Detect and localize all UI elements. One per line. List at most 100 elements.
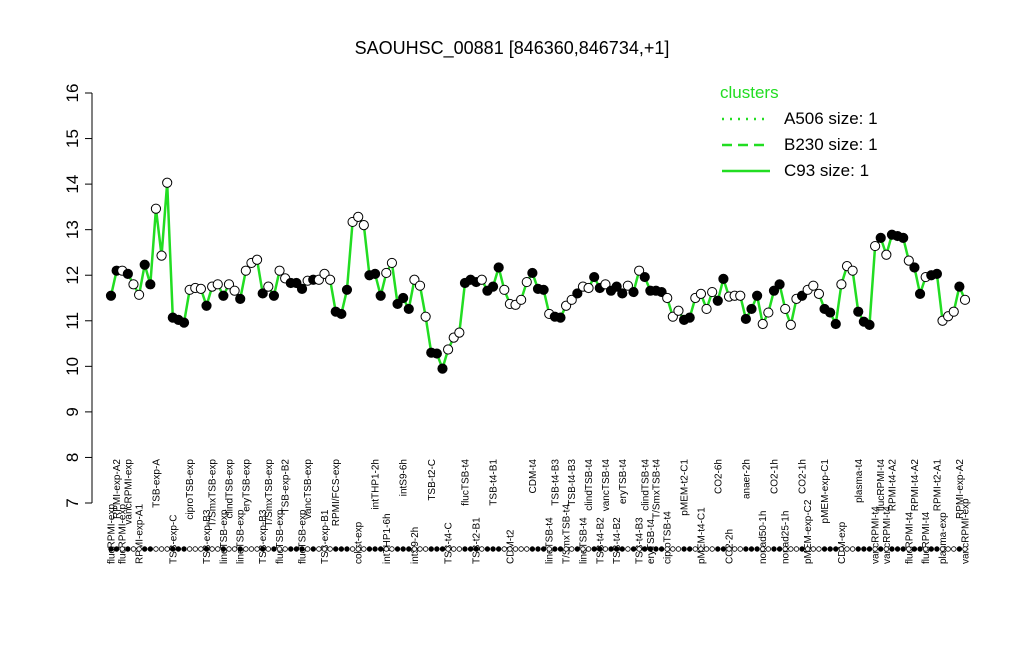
data-point [443, 344, 454, 355]
sample-dot [276, 546, 283, 552]
sample-dot [608, 546, 614, 552]
data-point [825, 307, 836, 318]
x-tick-label: TSB-t4-B3 [635, 517, 646, 564]
legend-title: clusters [720, 83, 779, 102]
x-tick-label: TSB-t4-B3 [567, 459, 578, 506]
x-tick-label: lineTSB-t4 [545, 517, 556, 564]
data-point [375, 290, 386, 301]
data-point [257, 288, 268, 299]
sample-dot [372, 546, 378, 552]
x-tick-label: vancTSB-exp [303, 459, 314, 519]
legend-label: B230 size: 1 [784, 135, 878, 154]
sample-dot [585, 546, 592, 552]
sample-dot [220, 546, 227, 552]
x-tick-label: vancRPMI-exp [123, 459, 134, 525]
data-point [122, 268, 133, 279]
data-point [622, 280, 633, 291]
sample-dot [681, 546, 687, 552]
sample-dot [765, 546, 772, 552]
x-tick-label: pMEM-t2-C1 [680, 459, 691, 516]
data-point [325, 274, 336, 285]
x-tick-label: T/SmxTSB-exp [264, 459, 275, 527]
data-point [341, 284, 353, 295]
sample-dot [215, 546, 221, 552]
sample-dot [136, 546, 142, 552]
data-point [712, 295, 723, 306]
sample-dot [849, 546, 856, 552]
data-point [358, 220, 369, 231]
data-point [369, 268, 381, 279]
sample-dot [591, 546, 597, 552]
sample-dot [451, 546, 457, 552]
sample-dot [349, 546, 356, 552]
sample-dot [400, 546, 406, 552]
data-point [527, 267, 538, 279]
sample-dot [394, 546, 401, 552]
sample-dot [512, 546, 519, 552]
data-point [414, 280, 426, 291]
sample-dot [119, 546, 125, 552]
x-tick-label: RPMI-t4-A2 [910, 459, 921, 512]
x-tick-label: clindTSB-t4 [640, 459, 651, 511]
x-tick-label: lineTSB-exp [219, 509, 230, 564]
data-point [954, 281, 965, 292]
sample-dot [855, 546, 861, 552]
sample-dot [569, 546, 575, 552]
data-point [263, 281, 274, 292]
data-point [707, 286, 718, 298]
sample-dot [462, 546, 468, 552]
data-point [695, 288, 707, 299]
sample-dot [130, 546, 137, 552]
data-point [521, 276, 532, 288]
sample-dot [529, 546, 536, 552]
data-point [768, 285, 780, 296]
data-point [386, 257, 398, 269]
sample-dot [445, 546, 451, 552]
data-point [437, 363, 448, 374]
data-point [836, 279, 847, 290]
sample-dot [922, 546, 929, 552]
sample-dot [293, 546, 300, 552]
sample-dot [192, 546, 198, 552]
sample-dot [962, 546, 968, 552]
sample-dot [304, 546, 311, 552]
sample-dot [153, 546, 159, 552]
x-tick-label: T/SmxTSB-t4 [562, 504, 573, 564]
sample-dot [720, 546, 727, 552]
x-tick-label: eryTSB-t4 [618, 459, 629, 504]
sample-dot [788, 546, 794, 552]
sample-dot [636, 546, 642, 552]
sample-dot [613, 546, 620, 552]
sample-dot [259, 546, 266, 552]
sample-dot [479, 546, 485, 552]
sample-dot [658, 546, 665, 552]
data-point [830, 318, 841, 330]
sample-dot [288, 546, 294, 552]
x-tick-label: intTHP1-6h [382, 513, 393, 564]
x-tick-label: flucRPMI-t4 [921, 511, 932, 564]
sample-dot [939, 546, 946, 552]
sample-dot [248, 546, 255, 552]
x-tick-label: pMEM-exp-C2 [803, 499, 814, 564]
y-tick-label: 15 [63, 129, 82, 148]
data-point [740, 313, 751, 325]
y-tick-label: 12 [63, 266, 82, 285]
x-tick-label: TSB-t4-C [444, 522, 455, 564]
sample-dot [917, 546, 923, 552]
sample-dot [147, 546, 154, 552]
sample-dot [158, 546, 165, 552]
data-point [150, 203, 162, 214]
data-point [493, 262, 504, 273]
x-tick-label: colist-exp [354, 521, 365, 564]
sample-dot [602, 546, 609, 552]
sample-dot [760, 546, 766, 552]
data-point [128, 279, 139, 290]
sample-dot [827, 546, 833, 552]
sample-dot [715, 546, 721, 552]
sample-dot [231, 546, 238, 552]
sample-dot [670, 546, 676, 552]
sample-dot [175, 546, 182, 552]
sample-dot [557, 546, 564, 552]
x-tick-label: T/SmxTSB-exp [208, 459, 219, 527]
sample-dot [484, 546, 491, 552]
